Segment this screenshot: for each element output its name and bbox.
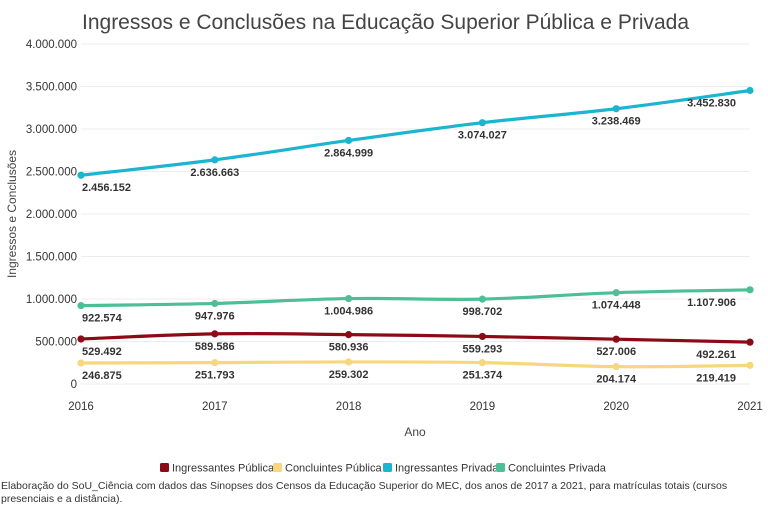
data-label: 204.174: [596, 374, 637, 386]
data-point: [746, 286, 754, 294]
data-label: 559.293: [463, 343, 503, 355]
data-point: [77, 301, 85, 310]
data-point: [478, 332, 486, 341]
data-point: [345, 331, 353, 339]
legend-swatch: [160, 463, 169, 472]
y-tick-label: 3.500.000: [26, 82, 77, 94]
data-point: [612, 335, 620, 343]
data-labels: 529.492 589.586 580.936 559.293 527.006 492.2…: [82, 98, 736, 386]
y-tick-label: 4.000.000: [26, 39, 77, 51]
data-point: [612, 363, 620, 371]
data-point: [345, 294, 353, 303]
data-label: 492.261: [696, 349, 736, 361]
chart-title: Ingressos e Conclusões na Educação Super…: [82, 11, 689, 34]
data-point: [746, 86, 754, 95]
data-point: [478, 119, 486, 127]
data-point: [211, 299, 219, 308]
legend-item[interactable]: Concluintes Privada: [496, 463, 607, 475]
y-tick-label: 1.500.000: [26, 252, 77, 264]
data-point: [211, 330, 219, 338]
series-line: [79, 332, 752, 344]
data-label: 3.238.469: [592, 116, 641, 128]
legend-label: Concluintes Privada: [508, 463, 607, 475]
data-point: [345, 358, 353, 366]
data-label: 527.006: [596, 346, 636, 358]
data-label: 246.875: [82, 370, 122, 382]
gridlines: [81, 43, 750, 385]
legend-label: Ingressantes Pública: [172, 463, 275, 475]
legend-label: Concluintes Pública: [285, 463, 382, 475]
data-point: [612, 105, 620, 113]
legend-swatch: [273, 463, 282, 472]
data-label: 589.586: [195, 341, 235, 353]
x-tick-label: 2017: [202, 401, 228, 413]
data-label: 251.374: [463, 370, 504, 382]
y-tick-label: 0: [71, 379, 77, 391]
y-tick-label: 1.000.000: [26, 294, 77, 306]
data-label: 3.074.027: [458, 130, 507, 142]
data-label: 580.936: [329, 342, 369, 354]
data-label: 922.574: [82, 313, 123, 325]
x-tick-label: 2020: [603, 401, 629, 413]
series-points: [77, 86, 754, 371]
data-point: [77, 335, 85, 343]
data-label: 3.452.830: [687, 98, 736, 110]
legend-swatch: [383, 463, 392, 472]
data-point: [77, 359, 85, 367]
x-axis-ticks: 2016 2017 2018 2019 2020 2021: [68, 401, 763, 413]
data-label: 2.636.663: [190, 167, 239, 179]
y-tick-label: 2.500.000: [26, 167, 77, 179]
data-label: 219.419: [696, 372, 736, 384]
series-line: [79, 288, 752, 308]
data-point: [77, 171, 85, 179]
y-tick-label: 2.000.000: [26, 209, 77, 221]
data-label: 529.492: [82, 346, 122, 358]
data-point: [211, 358, 219, 367]
data-point: [746, 361, 754, 369]
y-axis-ticks: 0 500.000 1.000.000 1.500.000 2.000.000 2.500…: [26, 39, 77, 391]
x-tick-label: 2018: [336, 401, 362, 413]
x-tick-label: 2021: [737, 401, 763, 413]
data-point: [211, 156, 219, 164]
data-label: 2.456.152: [82, 182, 131, 194]
series-line: [79, 88, 752, 177]
data-point: [612, 289, 620, 297]
data-point: [746, 338, 754, 346]
x-axis-title: Ano: [404, 425, 426, 439]
y-tick-label: 3.000.000: [26, 124, 77, 136]
series-line: [79, 360, 752, 369]
x-tick-label: 2016: [68, 401, 94, 413]
data-label: 251.793: [195, 370, 235, 382]
y-axis-title: Ingressos e Conclusões: [5, 150, 19, 278]
data-label: 1.074.448: [592, 300, 641, 312]
data-label: 2.864.999: [324, 147, 373, 159]
legend-item[interactable]: Concluintes Pública: [273, 463, 382, 475]
data-label: 947.976: [195, 310, 235, 322]
series-lines: [79, 88, 752, 369]
y-tick-label: 500.000: [35, 337, 77, 349]
data-point: [478, 359, 486, 367]
data-label: 1.004.986: [324, 306, 373, 318]
legend-label: Ingressantes Privada: [395, 463, 499, 475]
legend-swatch: [496, 463, 505, 472]
data-label: 998.702: [463, 306, 503, 318]
data-label: 259.302: [329, 369, 369, 381]
data-point: [345, 136, 353, 145]
legend-item[interactable]: Ingressantes Pública: [160, 463, 275, 475]
legend-item[interactable]: Ingressantes Privada: [383, 463, 499, 475]
data-label: 1.107.906: [687, 297, 736, 309]
source-note: Elaboração do SoU_Ciência com dados das …: [1, 480, 728, 505]
data-point: [478, 295, 486, 303]
x-tick-label: 2019: [470, 401, 496, 413]
legend[interactable]: Ingressantes Pública Concluintes Pública I…: [160, 463, 607, 475]
